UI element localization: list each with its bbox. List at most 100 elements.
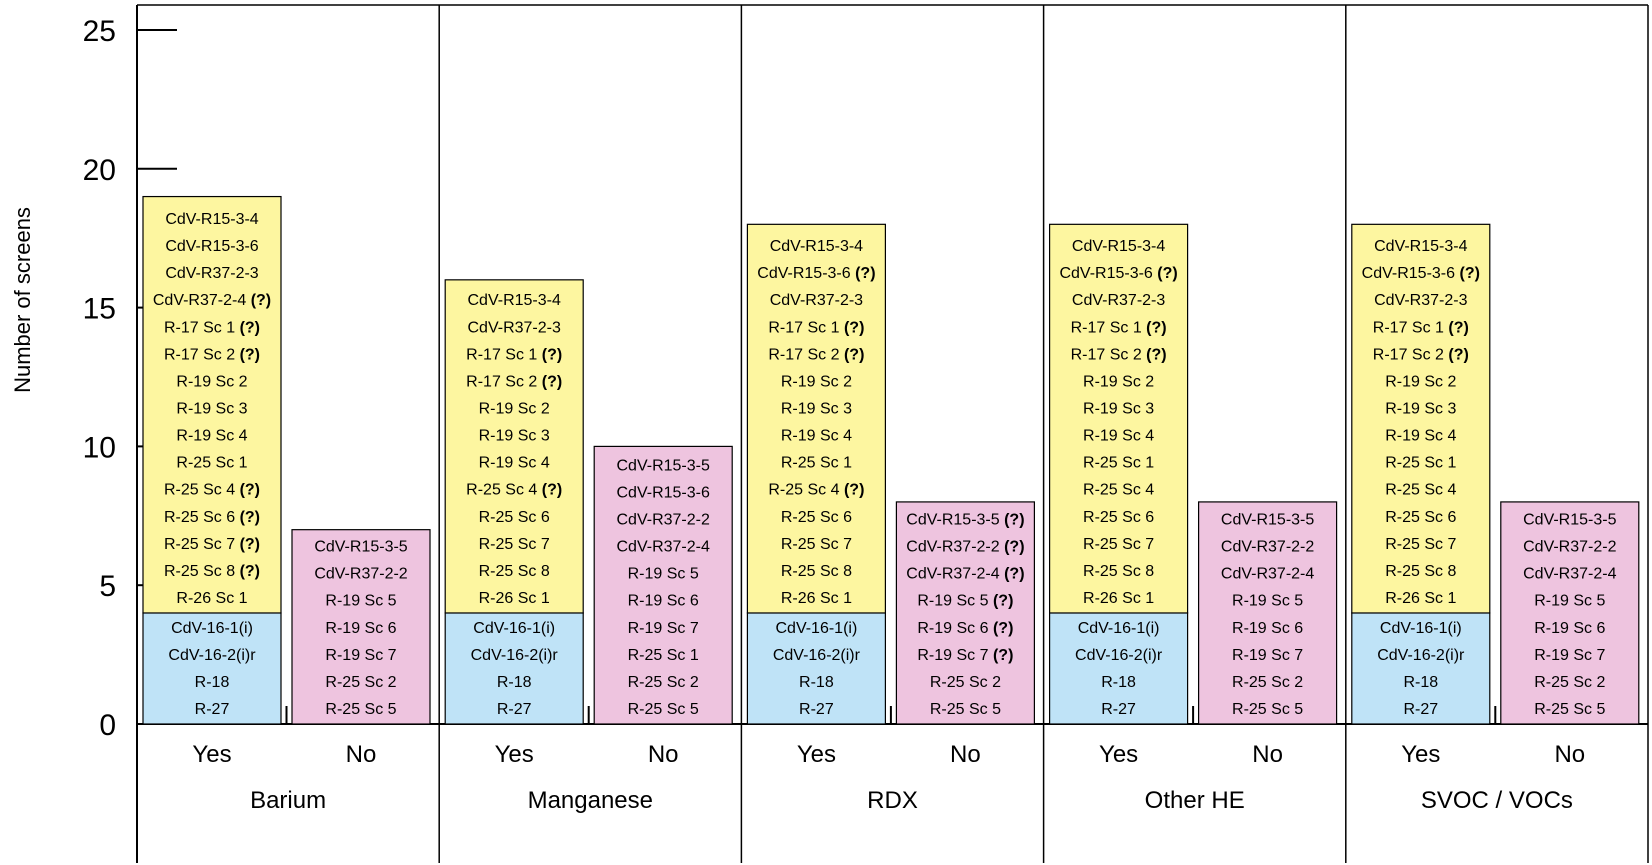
bar-item-label: R-25 Sc 4: [1385, 482, 1456, 499]
y-tick-label: 25: [83, 15, 116, 48]
bar-item-label: R-19 Sc 4: [1385, 428, 1456, 445]
bar-segment-manganese-yes-1: [444, 279, 584, 614]
bar-item-label: R-25 Sc 6: [479, 509, 550, 526]
bar-item-label: CdV-R15-3-5: [314, 539, 407, 556]
bar-item-label: R-26 Sc 1: [781, 590, 852, 607]
bar-segment-other-he-yes-0: [1048, 612, 1189, 725]
bar-item-label: R-25 Sc 6: [1083, 509, 1154, 526]
bar-item-label: R-19 Sc 2: [1385, 373, 1456, 390]
bar-item-label: CdV-R37-2-2: [314, 566, 407, 583]
bar-item-label: R-19 Sc 2: [479, 400, 550, 417]
bar-segment-manganese-yes-0: [444, 612, 584, 725]
x-sub-label: No: [648, 741, 679, 768]
bar-item-label: R-25 Sc 4: [1083, 482, 1154, 499]
bars: CdV-16-1(i) CdV-16-2(i)r R-18 R-27 CdV-R15-3…: [142, 195, 1640, 725]
bar-item-label: R-17 Sc 1 (?): [768, 319, 864, 336]
bar-item-label: CdV-R37-2-3: [468, 319, 561, 336]
bar-item-label: CdV-R37-2-3: [1374, 292, 1467, 309]
bar-item-label: R-26 Sc 1: [176, 590, 247, 607]
y-axis: 0 5 10 15 20 25: [83, 5, 177, 863]
bar-item-label: R-19 Sc 6 (?): [917, 620, 1013, 637]
bar-item-label: CdV-16-2(i)r: [1377, 647, 1465, 664]
bar-item-label: CdV-16-2(i)r: [1075, 647, 1163, 664]
bar-item-label: CdV-R37-2-3: [1072, 292, 1165, 309]
bar-item-label: CdV-R15-3-5: [1523, 512, 1616, 529]
bar-segment-barium-no-0: [291, 529, 431, 725]
bar-item-label: R-25 Sc 1: [176, 455, 247, 472]
bar-item-label: R-19 Sc 7: [1534, 647, 1605, 664]
bar-item-label: CdV-R37-2-4 (?): [906, 566, 1024, 583]
bar-item-label: CdV-R37-2-2: [617, 512, 710, 529]
bar-segment-svoc-vocs-no-0: [1500, 501, 1640, 725]
bar-item-label: R-25 Sc 5: [628, 701, 699, 718]
bar-item-label: R-17 Sc 2 (?): [164, 346, 260, 363]
bar-item-label: R-18: [799, 674, 834, 691]
bar-item-label: CdV-16-1(i): [775, 620, 857, 637]
bar-item-label: CdV-R15-3-4: [165, 211, 258, 228]
bar-item-label: R-19 Sc 6: [628, 593, 699, 610]
bar-item-label: R-17 Sc 2 (?): [466, 373, 562, 390]
bar-item-label: CdV-R15-3-6: [617, 484, 710, 501]
bar-item-label: R-19 Sc 7 (?): [917, 647, 1013, 664]
bar-item-label: R-19 Sc 7: [1232, 647, 1303, 664]
bar-item-label: CdV-R15-3-5: [617, 457, 710, 474]
bar-item-label: R-25 Sc 4 (?): [768, 482, 864, 499]
bar-item-label: R-19 Sc 3: [1083, 400, 1154, 417]
bar-item-label: R-25 Sc 6 (?): [164, 509, 260, 526]
bar-item-label: R-26 Sc 1: [1083, 590, 1154, 607]
y-axis-label: Number of screens: [10, 207, 35, 393]
bar-item-label: CdV-16-2(i)r: [471, 647, 559, 664]
x-sub-label: No: [1554, 741, 1585, 768]
x-group-label: Manganese: [528, 787, 653, 814]
bar-item-label: R-25 Sc 8: [479, 563, 550, 580]
bar-item-label: R-17 Sc 1 (?): [1071, 319, 1167, 336]
bar-item-label: R-19 Sc 3: [1385, 400, 1456, 417]
bar-item-label: CdV-16-1(i): [1380, 620, 1462, 637]
bar-item-label: CdV-R37-2-2: [1523, 539, 1616, 556]
bar-item-label: R-27: [497, 701, 532, 718]
bar-item-label: R-19 Sc 3: [479, 428, 550, 445]
x-sub-label: Yes: [1401, 741, 1440, 768]
bar-item-label: R-25 Sc 5: [1232, 701, 1303, 718]
bar-item-label: CdV-R15-3-6 (?): [1362, 265, 1480, 282]
y-tick-label: 20: [83, 154, 116, 187]
bar-item-label: CdV-16-1(i): [1078, 620, 1160, 637]
bar-item-label: R-19 Sc 5 (?): [917, 593, 1013, 610]
bar-item-label: R-25 Sc 1: [628, 647, 699, 664]
bar-item-label: CdV-16-2(i)r: [773, 647, 861, 664]
bar-item-label: R-25 Sc 8 (?): [164, 563, 260, 580]
bar-item-label: R-27: [799, 701, 834, 718]
x-sub-label: Yes: [1099, 741, 1138, 768]
bar-item-label: R-25 Sc 1: [1385, 455, 1456, 472]
bar-item-label: R-19 Sc 3: [176, 400, 247, 417]
x-group-label: RDX: [867, 787, 918, 814]
bar-item-label: CdV-R15-3-5 (?): [906, 512, 1024, 529]
bar-item-label: R-19 Sc 2: [1083, 373, 1154, 390]
bar-item-label: CdV-R37-2-4: [617, 539, 710, 556]
bar-item-label: R-25 Sc 1: [1083, 455, 1154, 472]
bar-item-label: R-25 Sc 5: [325, 701, 396, 718]
bar-item-label: CdV-R15-3-5: [1221, 512, 1314, 529]
bar-item-label: CdV-16-1(i): [473, 620, 555, 637]
bar-item-label: R-19 Sc 3: [781, 400, 852, 417]
bar-item-label: R-19 Sc 7: [628, 620, 699, 637]
bar-item-label: R-25 Sc 2: [1232, 674, 1303, 691]
bar-item-label: R-19 Sc 5: [1232, 593, 1303, 610]
bar-item-label: R-26 Sc 1: [479, 590, 550, 607]
bar-item-label: CdV-16-2(i)r: [168, 647, 256, 664]
bar-item-label: CdV-R37-2-3: [165, 265, 258, 282]
bar-item-label: R-25 Sc 6: [781, 509, 852, 526]
bar-item-label: CdV-16-1(i): [171, 620, 253, 637]
bar-item-label: R-25 Sc 4 (?): [466, 482, 562, 499]
y-tick-label: 10: [83, 431, 116, 464]
bar-item-label: R-17 Sc 2 (?): [768, 346, 864, 363]
bar-segment-rdx-yes-1: [746, 223, 887, 614]
x-group-label: SVOC / VOCs: [1421, 787, 1573, 814]
bar-item-label: R-17 Sc 2 (?): [1373, 346, 1469, 363]
bar-item-label: CdV-R15-3-6 (?): [1059, 265, 1177, 282]
bar-segment-other-he-yes-1: [1048, 223, 1189, 614]
bar-item-label: R-25 Sc 2: [1534, 674, 1605, 691]
y-tick-label: 0: [99, 709, 116, 742]
bar-item-label: R-19 Sc 4: [479, 455, 550, 472]
bar-segment-manganese-no-0: [593, 445, 733, 725]
